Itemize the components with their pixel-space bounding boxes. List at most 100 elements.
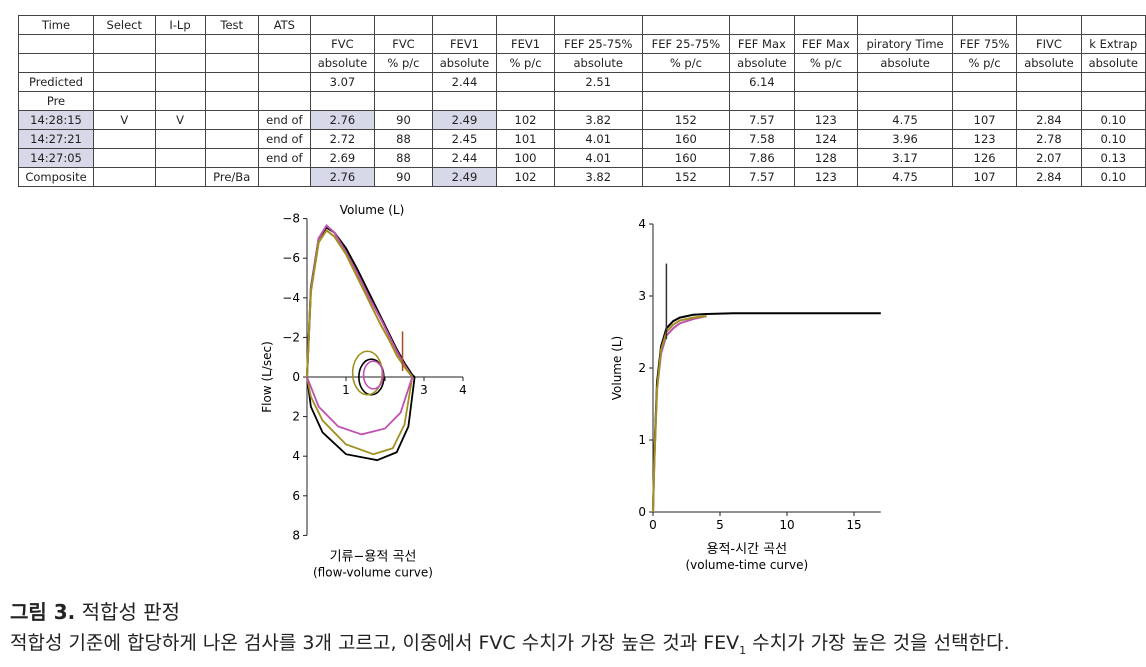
table-cell: absolute	[1016, 53, 1082, 73]
y-tick-label: −2	[282, 330, 300, 344]
table-cell: absolute	[729, 53, 795, 73]
table-cell	[18, 53, 94, 73]
table-cell: FVC	[309, 34, 376, 54]
y-axis-label: Volume (L)	[610, 336, 624, 401]
chart-caption-ko: 기류−용적 곡선	[330, 549, 417, 564]
table-cell	[729, 91, 795, 111]
table-cell: % p/c	[951, 53, 1018, 73]
table-cell: 101	[496, 129, 555, 149]
y-tick-label: 4	[292, 449, 300, 463]
table-cell	[641, 72, 731, 92]
table-cell: Predicted	[18, 72, 94, 92]
table-cell: % p/c	[374, 53, 433, 73]
table-cell: 6.14	[729, 72, 795, 92]
x-tick-label: 10	[779, 518, 794, 532]
table-cell	[793, 72, 859, 92]
table-cell: 2.07	[1016, 148, 1082, 168]
table-cell	[857, 72, 953, 92]
y-tick-label: 3	[638, 289, 646, 303]
tidal-loop-2	[362, 360, 384, 390]
figure-label: 그림 3.	[10, 600, 76, 624]
figure-title: 적합성 판정	[81, 600, 180, 624]
table-cell	[93, 53, 156, 73]
table-cell	[257, 167, 311, 187]
table-cell	[1016, 91, 1082, 111]
y-tick-label: 0	[292, 370, 300, 384]
table-cell	[204, 53, 259, 73]
table-cell: 3.07	[309, 72, 376, 92]
y-tick-label: 1	[638, 433, 646, 447]
table-cell: 14:27:05	[18, 148, 94, 168]
table-cell: 14:28:15	[18, 110, 94, 130]
table-cell	[204, 129, 259, 149]
table-cell	[204, 148, 259, 168]
table-cell	[793, 15, 859, 35]
inspiratory-curve-1	[306, 376, 414, 456]
table-cell	[309, 91, 376, 111]
table-cell	[204, 91, 259, 111]
table-cell: 2.72	[309, 129, 376, 149]
table-cell: FEF Max	[793, 34, 859, 54]
table-cell: k Extrap	[1080, 34, 1146, 54]
table-cell	[1016, 15, 1082, 35]
table-row: Composite Pre/Ba 2.76 90 2.49 102 3.82 152 7.57 1…	[18, 167, 1146, 187]
table-cell: 102	[496, 167, 555, 187]
y-axis-label: Flow (L/sec)	[260, 341, 274, 413]
table-cell: Time	[18, 15, 94, 35]
table-cell	[257, 53, 311, 73]
table-cell: V	[93, 110, 156, 130]
table-cell: Pre/Ba	[204, 167, 259, 187]
pre-row: Pre	[18, 91, 1146, 111]
spirometry-table: Time Select I-Lp Test ATS FVC FVC FEV1 FEV1 FEF 2…	[18, 15, 1146, 187]
table-cell: 0.10	[1080, 167, 1146, 187]
x-tick-label: 1	[342, 383, 350, 397]
table-cell	[1080, 72, 1146, 92]
table-cell	[154, 53, 206, 73]
table-cell: 4.75	[857, 167, 953, 187]
table-cell	[204, 72, 259, 92]
table-cell: absolute	[309, 53, 376, 73]
table-cell	[154, 34, 206, 54]
table-cell: end of	[257, 148, 311, 168]
table-cell	[93, 34, 156, 54]
y-tick-label: 4	[638, 217, 646, 231]
table-cell: 126	[951, 148, 1018, 168]
table-cell: 88	[374, 148, 433, 168]
table-cell	[204, 110, 259, 130]
predicted-row: Predicted 3.07 2.44 2.51 6.14	[18, 72, 1146, 92]
table-cell	[257, 91, 311, 111]
table-cell: Composite	[18, 167, 94, 187]
table-cell: 2.84	[1016, 110, 1082, 130]
table-cell	[431, 15, 498, 35]
header-row: FVC FVC FEV1 FEV1 FEF 25-75% FEF 25-75% FEF Ma…	[18, 34, 1146, 54]
table-cell	[496, 15, 555, 35]
table-cell: 2.69	[309, 148, 376, 168]
table-cell	[496, 72, 555, 92]
table-cell: 0.13	[1080, 148, 1146, 168]
table-cell	[951, 15, 1018, 35]
table-cell: 123	[793, 167, 859, 187]
table-cell	[154, 148, 206, 168]
table-cell: % p/c	[793, 53, 859, 73]
table-cell: Select	[93, 15, 156, 35]
table-cell	[1016, 72, 1082, 92]
table-cell: absolute	[431, 53, 498, 73]
table-cell: 3.96	[857, 129, 953, 149]
table-cell: Pre	[18, 91, 94, 111]
figure-description: 적합성 기준에 합당하게 나온 검사를 3개 고르고, 이중에서 FVC 수치가…	[10, 628, 1010, 657]
y-tick-label: −8	[282, 212, 300, 226]
table-cell: FEF 25-75%	[641, 34, 731, 54]
table-cell	[1080, 91, 1146, 111]
header-row: absolute% p/c absolute% p/c absolute% p/c a…	[18, 53, 1146, 73]
table-cell	[793, 91, 859, 111]
table-cell: 152	[641, 167, 731, 187]
table-cell: 0.10	[1080, 129, 1146, 149]
table-cell	[154, 91, 206, 111]
table-cell: FEF Max	[729, 34, 795, 54]
table-cell: ATS	[257, 15, 311, 35]
table-cell: V	[154, 110, 206, 130]
table-row: 14:27:21 end of 2.72 88 2.45 101 4.01 160 7.58 12…	[18, 129, 1146, 149]
description-part2: 수치가 가장 높은 것을 선택한다.	[746, 632, 1010, 654]
table-cell: end of	[257, 110, 311, 130]
table-cell: 3.17	[857, 148, 953, 168]
